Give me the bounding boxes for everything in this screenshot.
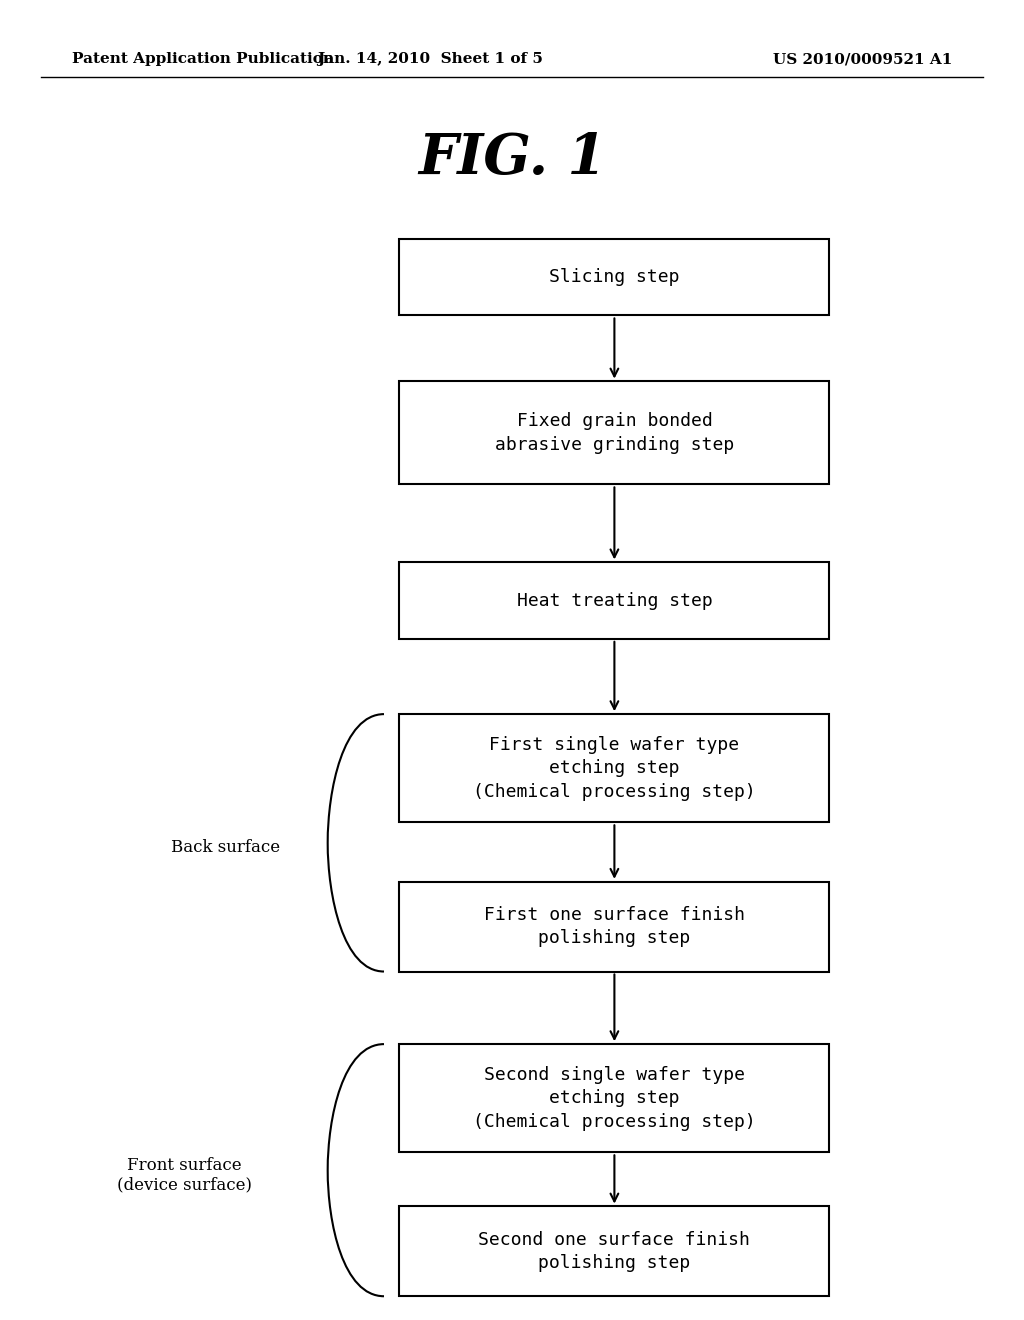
Text: Slicing step: Slicing step <box>549 268 680 286</box>
Text: Patent Application Publication: Patent Application Publication <box>72 53 334 66</box>
Text: Back surface: Back surface <box>171 840 280 855</box>
Text: Second single wafer type
etching step
(Chemical processing step): Second single wafer type etching step (C… <box>473 1065 756 1131</box>
Bar <box>399 882 829 972</box>
Text: Jan. 14, 2010  Sheet 1 of 5: Jan. 14, 2010 Sheet 1 of 5 <box>317 53 543 66</box>
Bar <box>399 1206 829 1296</box>
Text: Second one surface finish
polishing step: Second one surface finish polishing step <box>478 1230 751 1272</box>
Text: First one surface finish
polishing step: First one surface finish polishing step <box>484 906 744 948</box>
Text: First single wafer type
etching step
(Chemical processing step): First single wafer type etching step (Ch… <box>473 735 756 801</box>
Text: FIG. 1: FIG. 1 <box>418 131 606 186</box>
Text: Heat treating step: Heat treating step <box>516 591 713 610</box>
Text: Front surface
(device surface): Front surface (device surface) <box>117 1156 252 1193</box>
Bar <box>399 562 829 639</box>
Bar <box>399 239 829 315</box>
Text: Fixed grain bonded
abrasive grinding step: Fixed grain bonded abrasive grinding ste… <box>495 412 734 454</box>
Bar <box>399 381 829 484</box>
Bar <box>399 714 829 822</box>
Bar <box>399 1044 829 1152</box>
Text: US 2010/0009521 A1: US 2010/0009521 A1 <box>773 53 952 66</box>
